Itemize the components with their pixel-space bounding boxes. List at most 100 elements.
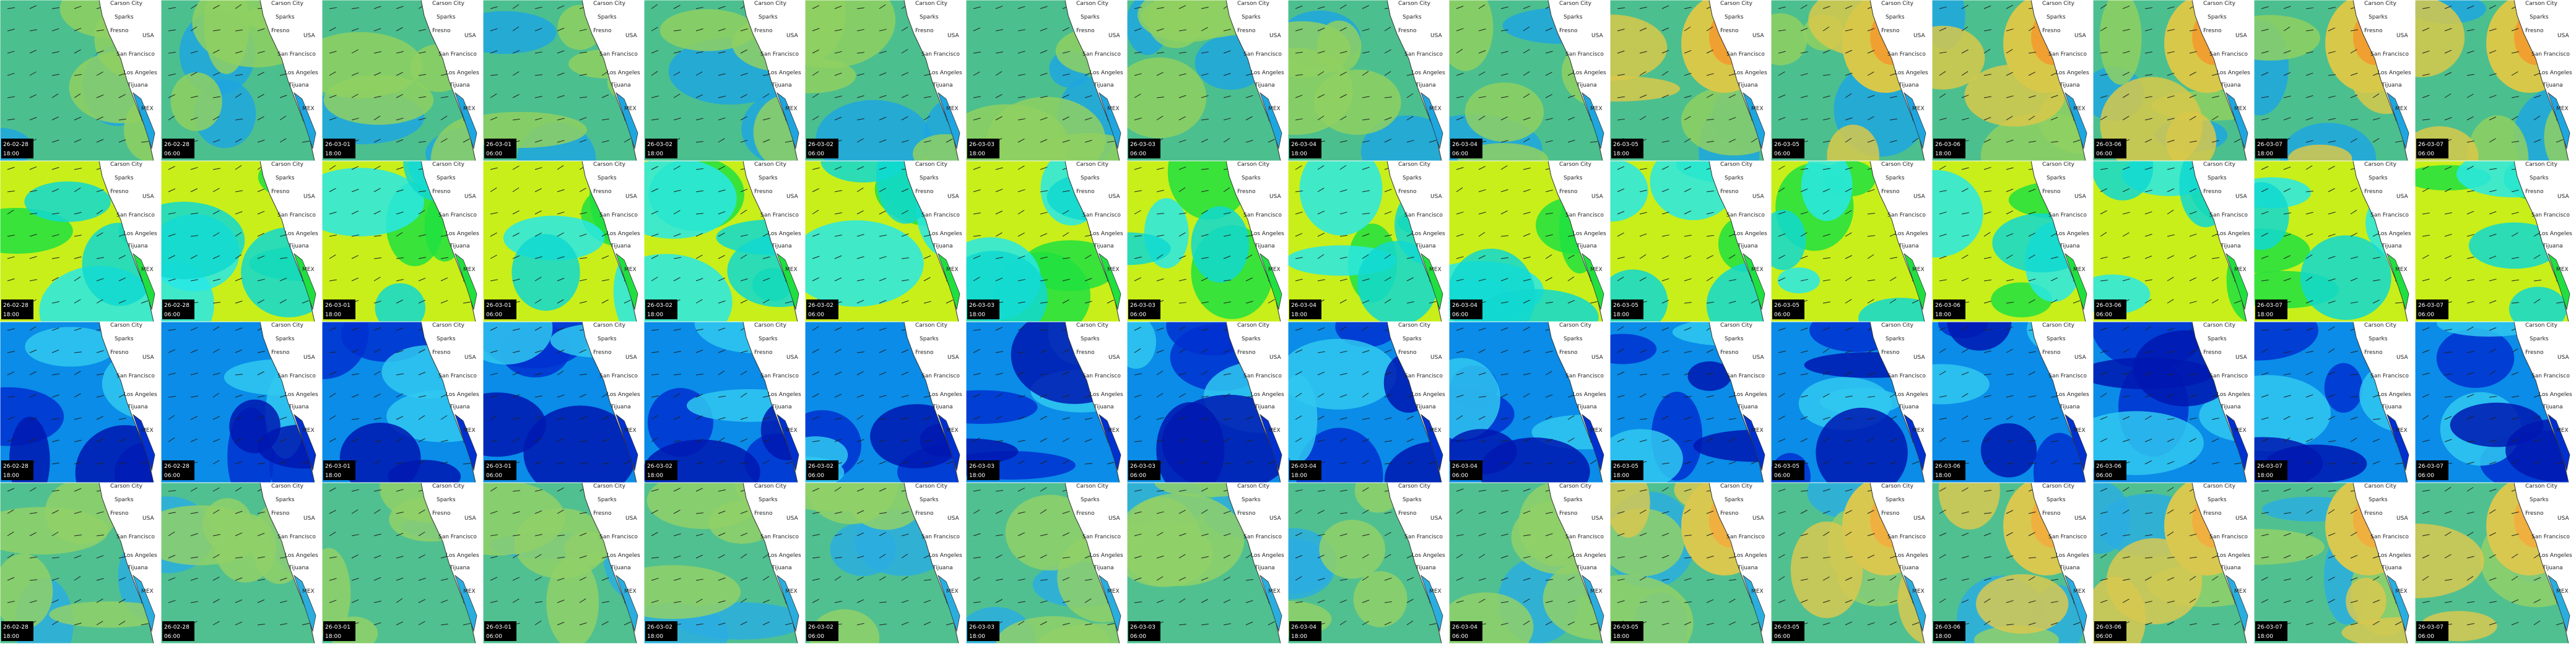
- wind-arrow: [1822, 189, 1830, 192]
- wind-arrow: [2144, 576, 2152, 581]
- time-label: 06:00: [2096, 312, 2112, 318]
- map-label: Los Angeles: [124, 392, 157, 398]
- wind-arrow: [74, 116, 82, 121]
- wind-arrow: [1178, 373, 1186, 376]
- wind-arrow: [1545, 212, 1553, 215]
- wind-arrow: [1983, 117, 1991, 121]
- wind-arrow: [1201, 556, 1209, 559]
- wind-arrow: [235, 4, 242, 9]
- wind-arrow: [235, 93, 242, 98]
- wind-arrow: [1867, 509, 1874, 514]
- wind-arrow: [1317, 371, 1325, 376]
- wind-arrow: [1317, 554, 1325, 559]
- wind-arrow: [2189, 437, 2196, 442]
- wind-arrow: [1661, 511, 1669, 514]
- map-label: San Francisco: [921, 212, 960, 218]
- wind-arrow: [1728, 437, 1736, 442]
- wind-arrow: [2328, 622, 2336, 626]
- map-label: San Francisco: [116, 212, 155, 218]
- wind-arrow: [1245, 554, 1253, 559]
- wind-arrow: [512, 118, 520, 121]
- time-label: 06:00: [808, 634, 824, 640]
- date-label: 26-03-02: [647, 303, 672, 309]
- map-label: San Francisco: [2209, 373, 2248, 379]
- wind-arrow: [1062, 190, 1070, 192]
- wind-arrow: [1134, 511, 1142, 514]
- wind-arrow: [834, 277, 842, 282]
- map-label: Fresno: [1881, 28, 1900, 34]
- wind-arrow: [2283, 416, 2291, 420]
- wind-arrow: [2372, 138, 2380, 143]
- wind-arrow: [512, 350, 520, 353]
- wind-arrow: [1751, 299, 1758, 304]
- wind-arrow: [2167, 438, 2175, 442]
- wind-arrow: [1778, 51, 1786, 54]
- wind-arrow: [740, 416, 748, 420]
- wind-arrow: [1317, 6, 1325, 9]
- wind-arrow: [1567, 139, 1575, 143]
- wind-arrow: [856, 279, 864, 282]
- wind-arrow: [351, 418, 359, 420]
- map-label: Los Angeles: [1573, 392, 1606, 398]
- wind-arrow: [2028, 371, 2035, 376]
- wind-arrow: [373, 277, 381, 282]
- wind-arrow: [740, 278, 748, 282]
- map-label: USA: [1591, 515, 1603, 522]
- timestamp-box: [2255, 621, 2287, 641]
- wind-arrow: [1017, 395, 1025, 398]
- wind-arrow: [1706, 461, 1714, 465]
- wind-arrow: [2328, 140, 2336, 143]
- map-label: Tijuana: [932, 565, 953, 571]
- wind-arrow: [1706, 579, 1714, 581]
- wind-arrow: [2283, 212, 2291, 215]
- wind-arrow: [695, 623, 703, 626]
- map-label: USA: [2396, 515, 2408, 522]
- wind-arrow: [1661, 212, 1669, 215]
- time-label: 06:00: [2096, 634, 2112, 640]
- wind-arrow: [695, 28, 703, 32]
- timestamp-box: [162, 139, 194, 158]
- wind-arrow: [212, 278, 220, 282]
- wind-arrow: [1062, 257, 1070, 259]
- wind-arrow: [1706, 255, 1713, 259]
- map-label: Tijuana: [1254, 565, 1275, 571]
- wind-arrow: [651, 277, 658, 282]
- date-label: 26-03-04: [1291, 303, 1316, 309]
- wind-arrow: [74, 511, 82, 514]
- wind-arrow: [1500, 29, 1508, 32]
- wind-arrow: [2328, 233, 2336, 237]
- wind-arrow: [879, 532, 886, 536]
- wind-arrow: [1822, 6, 1830, 9]
- wind-arrow: [2466, 601, 2474, 603]
- wind-arrow: [995, 167, 1003, 170]
- field-blob: [1771, 210, 1806, 270]
- wind-arrow: [490, 510, 498, 514]
- wind-arrow: [168, 94, 175, 98]
- wind-arrow: [1728, 279, 1736, 282]
- wind-arrow: [490, 212, 498, 215]
- wind-arrow: [534, 96, 542, 98]
- baja-sea: [294, 413, 316, 472]
- map-label: Sparks: [598, 497, 617, 503]
- wind-arrow: [1245, 116, 1253, 121]
- wind-arrow: [2100, 578, 2108, 581]
- wind-arrow: [1223, 577, 1230, 581]
- wind-arrow: [2511, 395, 2519, 398]
- wind-arrow: [396, 462, 404, 465]
- wind-arrow: [1456, 256, 1464, 259]
- baja-sea: [777, 574, 799, 632]
- map-label: San Francisco: [1726, 51, 1765, 58]
- map-label: Carson City: [432, 162, 465, 168]
- wind-arrow: [329, 279, 337, 282]
- map-label: Sparks: [1725, 497, 1744, 503]
- field-blob: [966, 390, 1038, 424]
- map-label: San Francisco: [2531, 373, 2570, 379]
- wind-arrow: [329, 327, 337, 331]
- wind-arrow: [1523, 350, 1531, 353]
- wind-arrow: [2189, 51, 2197, 54]
- wind-arrow: [1939, 165, 1946, 170]
- wind-arrow: [812, 210, 819, 215]
